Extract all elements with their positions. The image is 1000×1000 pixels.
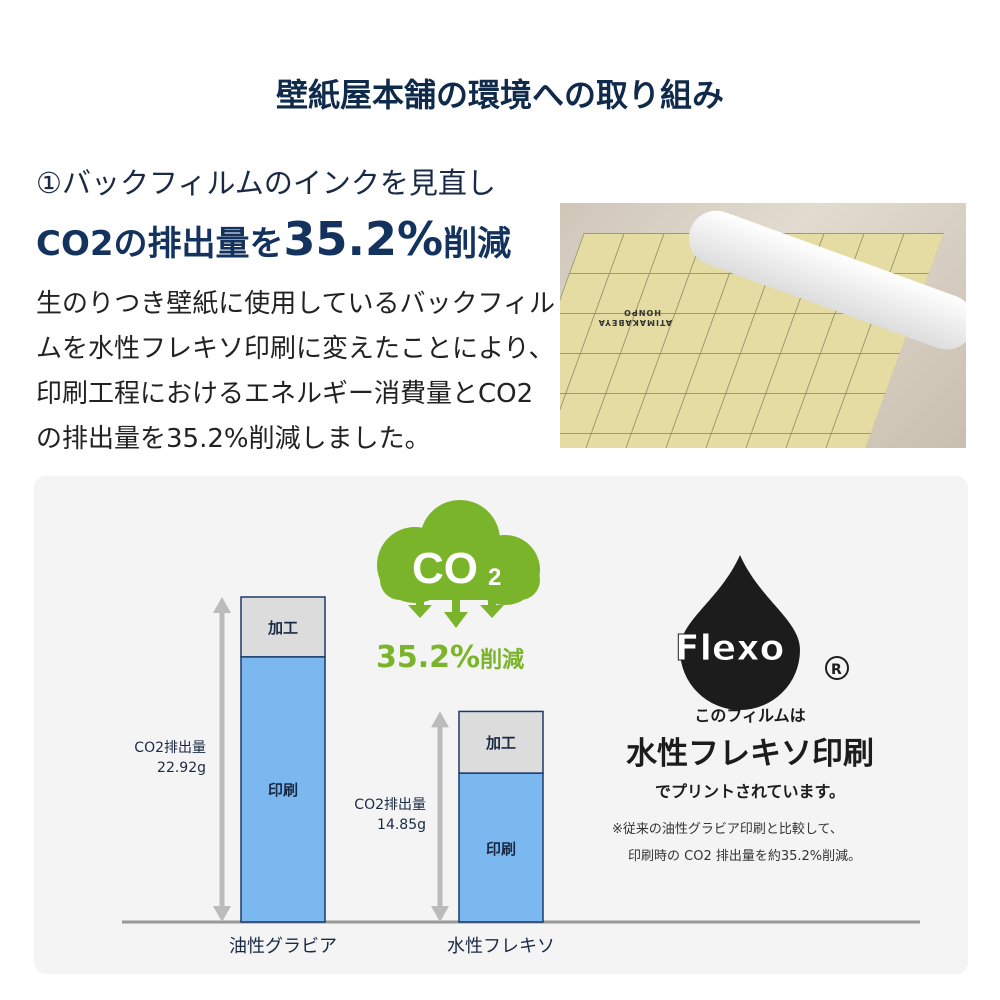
arrow-head-down (431, 906, 449, 922)
cloud-icon: CO 2 (377, 500, 540, 628)
category-label: 油性グラビア (229, 936, 337, 957)
total-label: CO2排出量 22.92g (134, 739, 206, 776)
flexo-logo: Flexo (675, 628, 784, 669)
reduction-value: 35.2% (376, 640, 481, 675)
reduction-label: 35.2%削減 (376, 640, 524, 675)
category-label: 水性フレキソ (447, 936, 555, 957)
reduction-suffix: 削減 (480, 648, 525, 673)
flexo-line1: このフィルムは (694, 706, 806, 725)
co2-sub: 2 (488, 564, 501, 591)
flexo-line3: でプリントされています。 (655, 782, 845, 801)
arrow-head-up (431, 711, 449, 728)
bar-segment-加工 (240, 596, 326, 658)
product-photo: ATIMAKABEYA HONPO (560, 203, 966, 448)
headline-percent: 35.2% (283, 212, 444, 266)
flexo-drop-icon: Flexo R (675, 555, 849, 710)
co2-text: CO (412, 544, 478, 593)
total-label: CO2排出量 14.85g (354, 796, 426, 833)
registered-mark-letter: R (831, 662, 842, 678)
bar-segment-加工 (458, 710, 544, 774)
segment-label: 印刷 (267, 781, 298, 800)
headline: CO2の排出量を35.2%削減 (36, 212, 511, 266)
note-line1: ※従来の油性グラビア印刷と比較して、 (612, 822, 843, 837)
arrow-head-up (213, 597, 231, 613)
page-title: 壁紙屋本舗の環境への取り組み (275, 76, 724, 114)
note-line2: 印刷時の CO2 排出量を約35.2%削減。 (628, 849, 862, 864)
bar-segment-印刷 (240, 656, 326, 923)
segment-label: 加工 (267, 618, 298, 637)
segment-label: 印刷 (485, 839, 516, 858)
registered-mark-icon (825, 656, 849, 680)
segment-label: 加工 (485, 734, 516, 753)
flexo-line2: 水性フレキソ印刷 (626, 736, 874, 772)
headline-post: 削減 (443, 224, 512, 264)
headline-pre: CO2の排出量を (36, 224, 284, 264)
body-text: 生のりつき壁紙に使用しているバックフィルムを水性フレキソ印刷に変えたことにより、… (36, 289, 555, 454)
subheading: ①バックフィルムのインクを見直し (36, 166, 496, 200)
bar-segment-印刷 (458, 772, 544, 923)
arrow-head-down (213, 906, 231, 922)
down-arrows-icon (408, 595, 504, 628)
